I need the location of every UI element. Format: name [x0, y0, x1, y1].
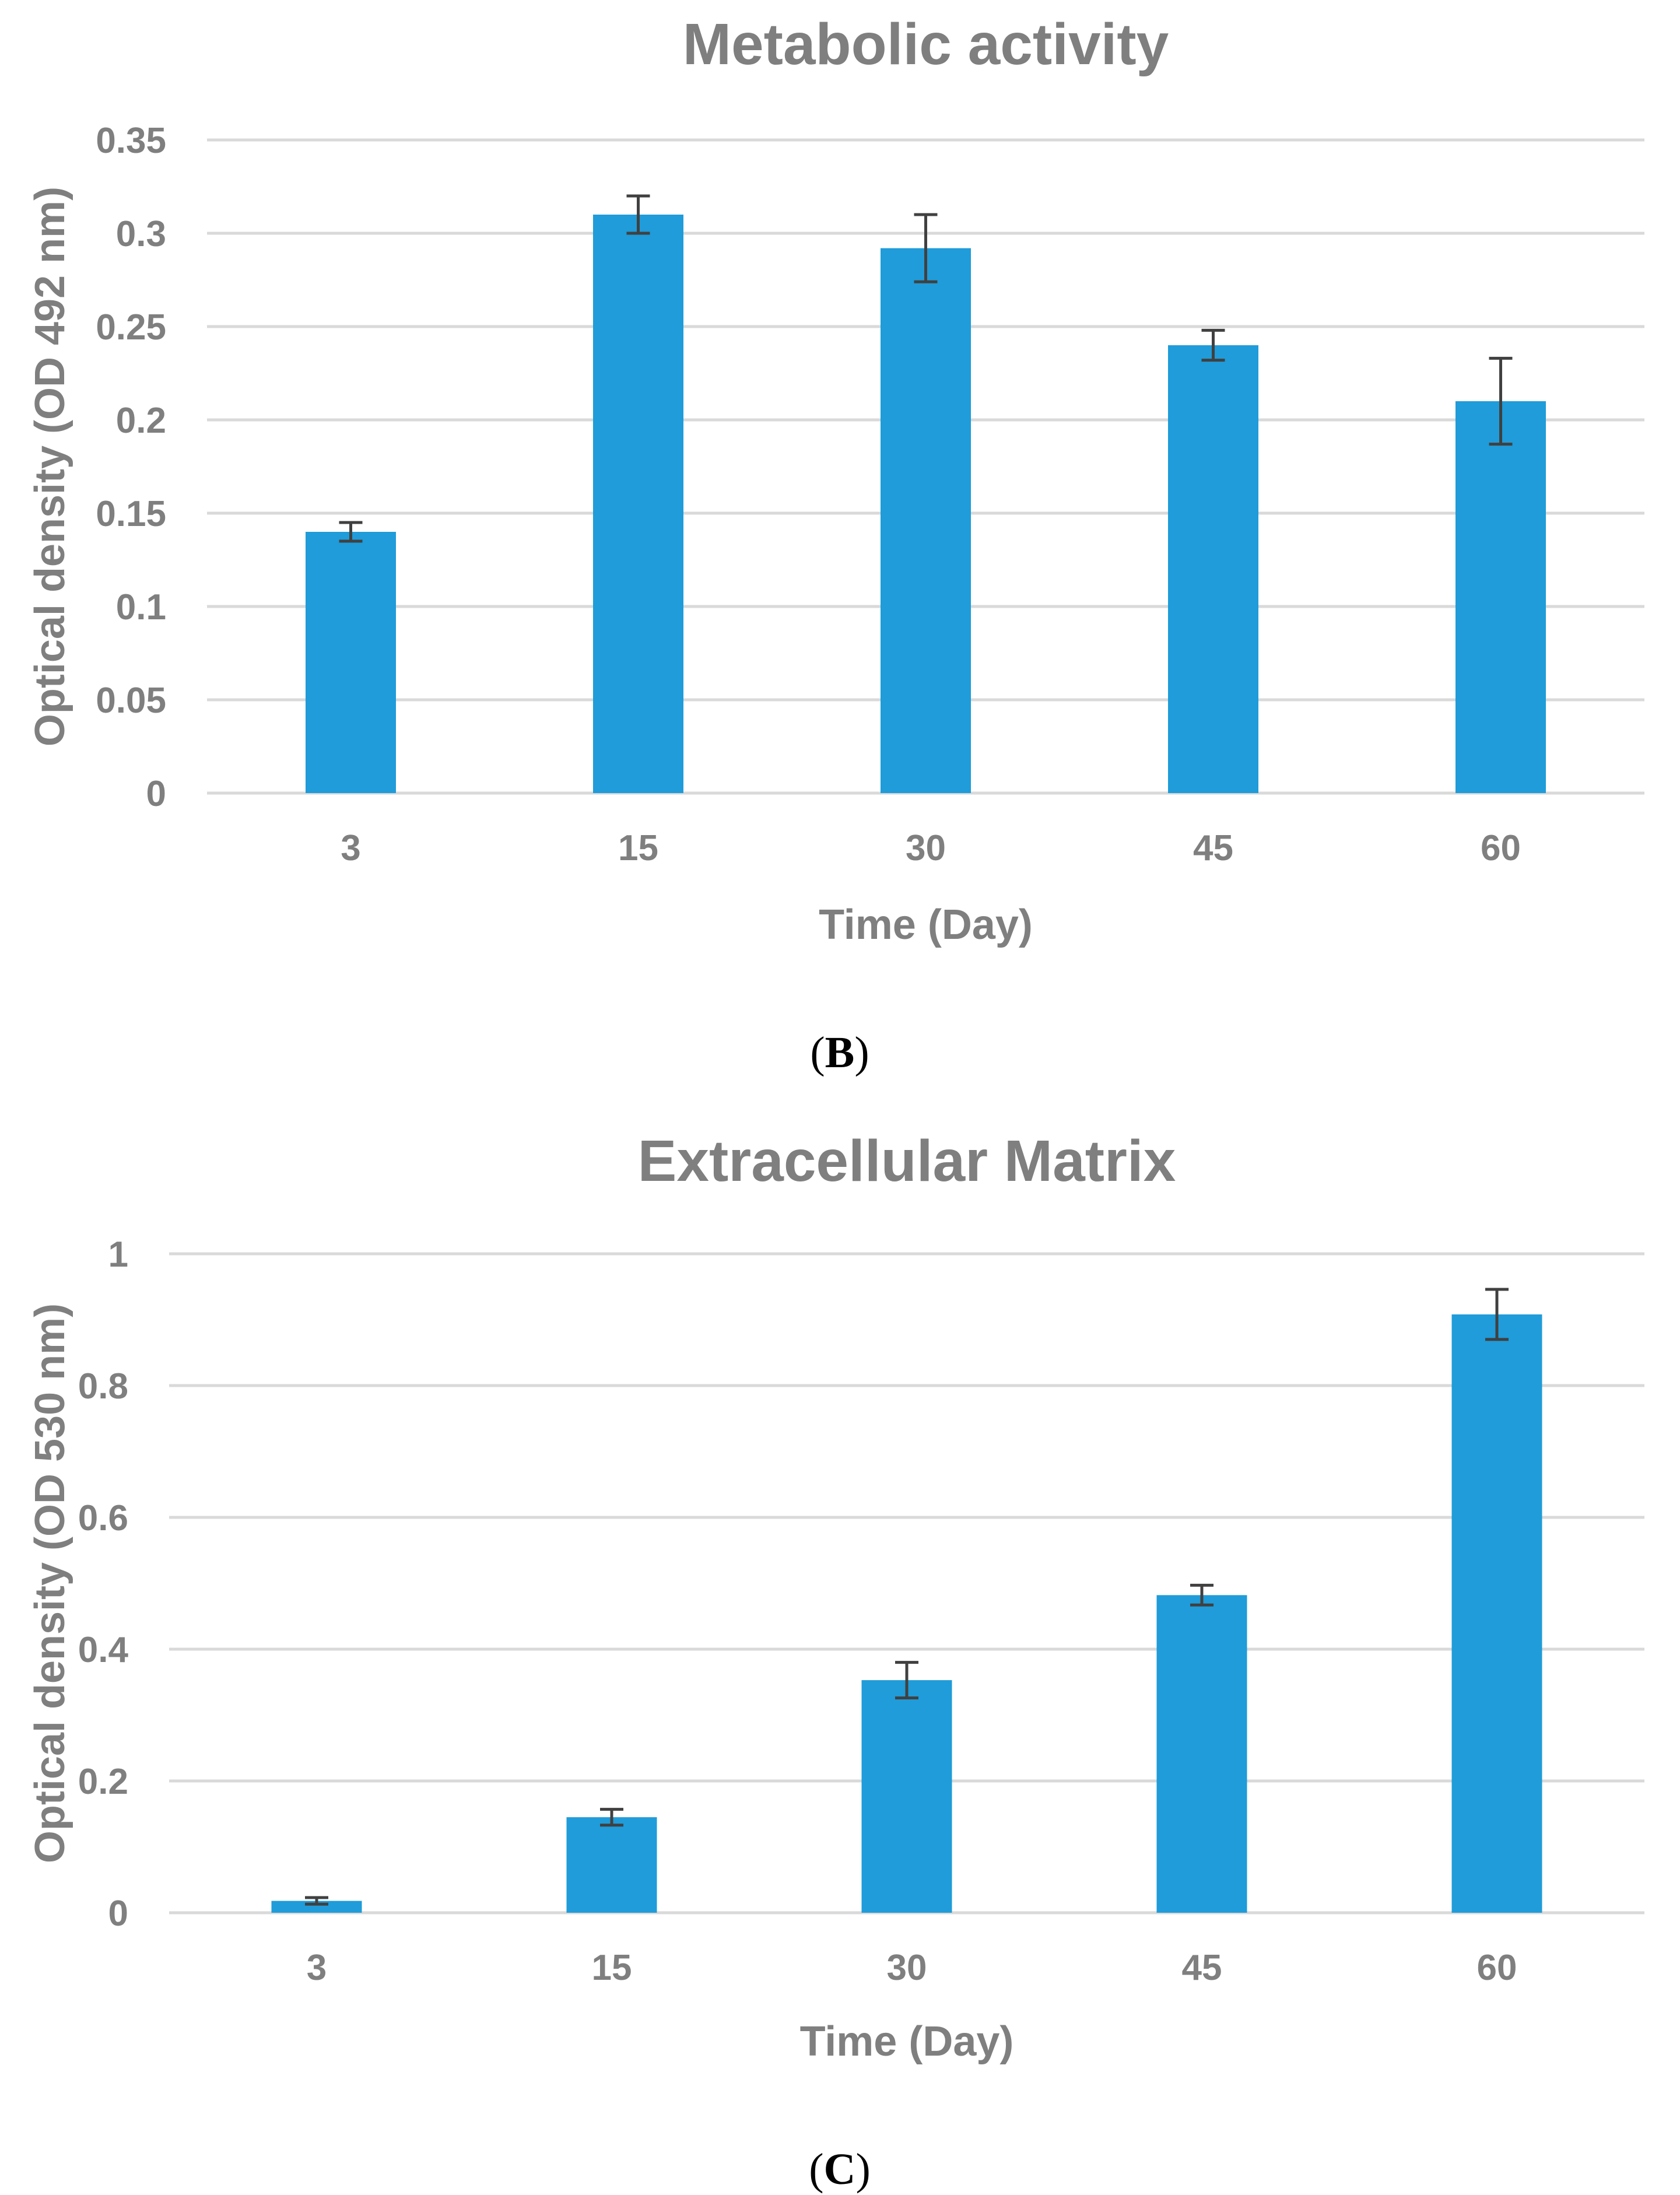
- bar-15: [566, 1817, 657, 1913]
- y-tick-label: 0.4: [78, 1630, 129, 1670]
- chart-title: Metabolic activity: [683, 12, 1169, 77]
- caption-letter: C: [824, 2145, 856, 2194]
- bar-60: [1455, 401, 1546, 793]
- caption-open-paren: (: [809, 2145, 823, 2194]
- y-tick-label: 0.15: [96, 494, 166, 534]
- y-tick-label: 0: [108, 1894, 128, 1934]
- y-tick-label: 0.2: [116, 401, 166, 441]
- y-tick-label: 0: [146, 774, 166, 814]
- bar-60: [1451, 1314, 1542, 1913]
- bar-45: [1156, 1595, 1247, 1913]
- x-tick-label: 15: [618, 828, 658, 868]
- bar-45: [1168, 345, 1258, 793]
- x-tick-label: 45: [1193, 828, 1233, 868]
- chart-title: Extracellular Matrix: [638, 1128, 1176, 1194]
- y-tick-label: 0.1: [116, 587, 166, 627]
- y-tick-label: 0.25: [96, 307, 166, 348]
- panel-caption: (C): [809, 2145, 871, 2194]
- bar-30: [861, 1680, 952, 1913]
- caption-open-paren: (: [810, 1028, 825, 1077]
- y-axis-label: Optical density (OD 530 nm): [27, 1303, 73, 1863]
- x-tick-label: 60: [1477, 1948, 1517, 1988]
- y-tick-label: 0.8: [78, 1366, 128, 1407]
- caption-close-paren: ): [854, 1028, 869, 1077]
- bar-30: [881, 248, 971, 794]
- x-tick-label: 30: [906, 828, 946, 868]
- chart-metabolic-activity: Metabolic activity 0 0.05 0.1 0.15 0.2 0.25 0.3…: [27, 12, 1644, 1077]
- bar-3: [306, 532, 396, 793]
- caption-letter: B: [825, 1028, 855, 1077]
- y-tick-label: 0.05: [96, 681, 166, 721]
- y-tick-label: 0.6: [78, 1498, 128, 1538]
- y-tick-label: 0.35: [96, 121, 166, 161]
- x-tick-label: 60: [1481, 828, 1521, 868]
- x-tick-label: 3: [307, 1948, 327, 1988]
- bar-15: [593, 215, 683, 793]
- x-tick-label: 15: [592, 1948, 632, 1988]
- y-axis-label: Optical density (OD 492 nm): [27, 187, 73, 746]
- x-axis-label: Time (Day): [819, 902, 1033, 948]
- chart-extracellular-matrix: Extracellular Matrix 0 0.2 0.4 0.6 0.8 1 3 15 30 4…: [27, 1128, 1644, 2194]
- x-axis-label: Time (Day): [800, 2018, 1014, 2065]
- y-tick-label: 0.2: [78, 1762, 128, 1802]
- y-tick-label: 0.3: [116, 214, 166, 254]
- panel-caption: (B): [810, 1028, 869, 1077]
- bar-3: [271, 1901, 362, 1913]
- x-tick-label: 45: [1182, 1948, 1222, 1988]
- y-tick-label: 1: [108, 1235, 128, 1275]
- x-tick-label: 30: [887, 1948, 927, 1988]
- caption-close-paren: ): [855, 2145, 870, 2194]
- x-tick-label: 3: [341, 828, 360, 868]
